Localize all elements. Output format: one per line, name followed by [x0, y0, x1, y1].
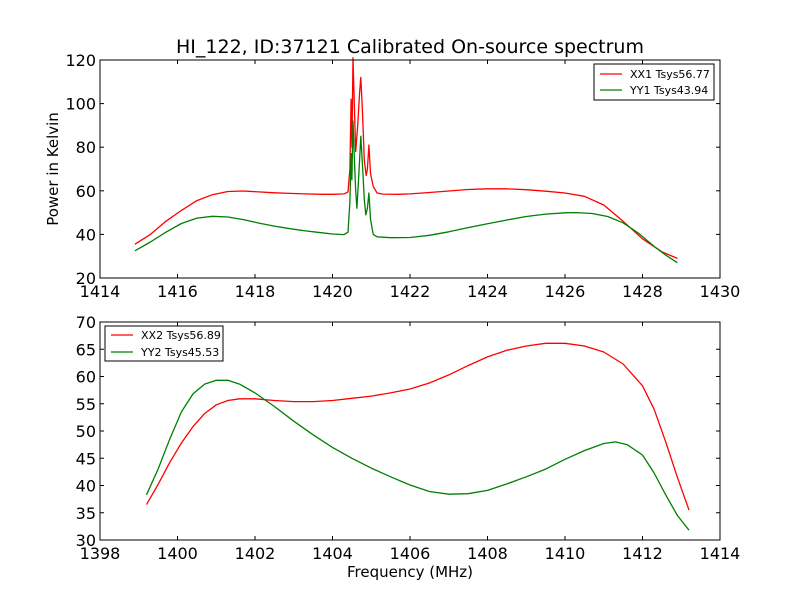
top-y-axis-label: Power in Kelvin: [44, 112, 62, 226]
bottom-x-tick-label: 1404: [312, 544, 353, 563]
bottom-x-tick-label: 1400: [157, 544, 198, 563]
top-legend-label-yy1: YY1 Tsys43.94: [629, 84, 708, 97]
top-series-line-0: [134, 57, 678, 259]
bottom-series-line-0: [145, 342, 690, 511]
top-x-tick-label: 1420: [312, 282, 353, 301]
bottom-x-tick-label: 1402: [235, 544, 276, 563]
top-series-layer: [134, 57, 678, 264]
bottom-legend: XX2 Tsys56.89 YY2 Tsys45.53: [104, 325, 224, 362]
bottom-series-layer: [145, 342, 690, 531]
bottom-y-tick-label: 65: [76, 340, 96, 359]
bottom-y-tick-label: 30: [76, 531, 96, 550]
bottom-y-tick-label: 70: [76, 313, 96, 332]
bottom-y-tick-label: 50: [76, 422, 96, 441]
top-x-tick-label: 1428: [622, 282, 663, 301]
top-series-line-1: [134, 120, 678, 264]
top-y-tick-label: 60: [76, 182, 96, 201]
top-x-tick-label: 1418: [235, 282, 276, 301]
top-tick-layer: 1414 1416 1418 1420 1422 1424 1426 1428 1430 20 40…: [65, 51, 740, 301]
top-panel: HI_122, ID:37121 Calibrated On-source sp…: [44, 36, 740, 301]
bottom-x-tick-label: 1398: [80, 544, 121, 563]
bottom-legend-label-xx2: XX2 Tsys56.89: [141, 329, 221, 342]
bottom-x-tick-label: 1410: [545, 544, 586, 563]
bottom-y-tick-label: 60: [76, 368, 96, 387]
top-y-tick-label: 100: [65, 95, 96, 114]
top-legend: XX1 Tsys56.77 YY1 Tsys43.94: [593, 63, 715, 101]
bottom-tick-layer: 1398 1400 1402 1404 1406 1408 1410 1412 1414 30 35…: [76, 313, 741, 563]
bottom-x-axis-label: Frequency (MHz): [347, 563, 473, 581]
bottom-y-tick-label: 45: [76, 449, 96, 468]
top-chart-title: HI_122, ID:37121 Calibrated On-source sp…: [176, 36, 644, 58]
bottom-series-line-1: [145, 379, 690, 531]
bottom-x-tick-label: 1412: [622, 544, 663, 563]
bottom-panel: Frequency (MHz) 1398 1400 1402 1404 1406 1408…: [76, 313, 741, 581]
bottom-x-tick-label: 1414: [700, 544, 741, 563]
top-x-tick-label: 1416: [157, 282, 198, 301]
bottom-x-tick-label: 1408: [467, 544, 508, 563]
top-y-tick-label: 40: [76, 225, 96, 244]
top-x-tick-label: 1426: [545, 282, 586, 301]
bottom-y-tick-label: 55: [76, 395, 96, 414]
top-x-tick-label: 1430: [700, 282, 741, 301]
top-legend-box: [593, 63, 715, 101]
top-x-tick-label: 1422: [390, 282, 431, 301]
top-x-tick-label: 1424: [467, 282, 508, 301]
top-legend-label-xx1: XX1 Tsys56.77: [630, 68, 710, 81]
top-x-tick-label: 1414: [80, 282, 121, 301]
bottom-y-tick-label: 35: [76, 504, 96, 523]
bottom-legend-box: [104, 325, 224, 362]
bottom-x-tick-label: 1406: [390, 544, 431, 563]
top-y-tick-label: 20: [76, 269, 96, 288]
bottom-y-tick-label: 40: [76, 477, 96, 496]
top-y-tick-label: 120: [65, 51, 96, 70]
top-y-tick-label: 80: [76, 138, 96, 157]
bottom-legend-label-yy2: YY2 Tsys45.53: [140, 346, 219, 359]
